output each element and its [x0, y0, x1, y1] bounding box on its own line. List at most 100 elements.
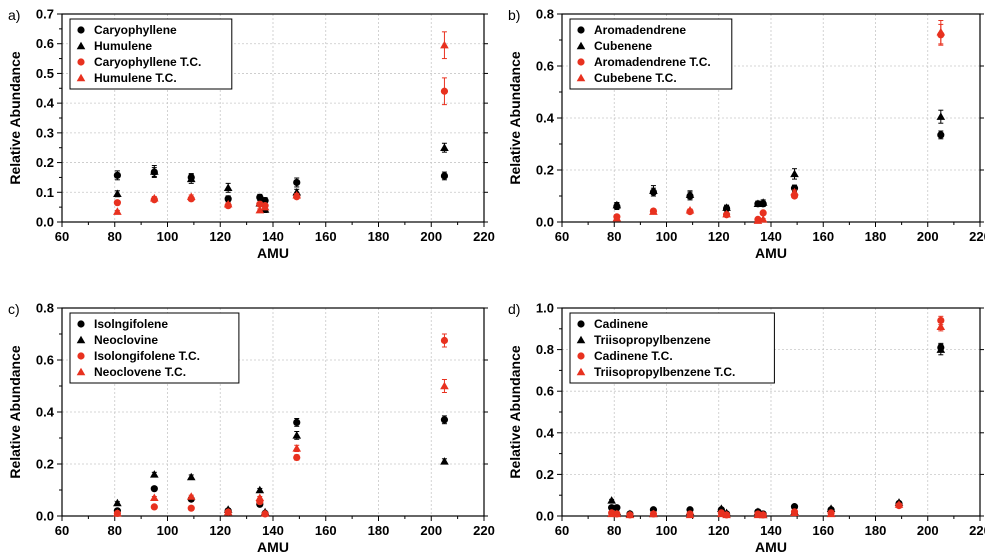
legend-label: Triisopropylbenzene T.C.	[594, 365, 735, 379]
x-tick-label: 200	[420, 229, 442, 244]
series-2	[113, 77, 449, 210]
x-tick-label: 120	[209, 229, 231, 244]
data-point	[790, 508, 799, 517]
x-tick-label: 180	[865, 229, 887, 244]
data-point	[440, 143, 449, 151]
legend-marker	[576, 41, 586, 50]
data-point	[113, 189, 122, 197]
data-point	[722, 203, 731, 211]
data-point	[790, 503, 799, 511]
x-tick-label: 140	[262, 523, 284, 538]
y-tick-label: 0.6	[536, 59, 554, 74]
x-tick-label: 200	[420, 523, 442, 538]
x-tick-label: 180	[368, 229, 390, 244]
data-point	[790, 169, 799, 178]
legend-marker	[77, 58, 85, 66]
data-point	[894, 500, 904, 508]
data-point	[440, 172, 449, 180]
data-point	[223, 507, 233, 516]
series-3	[113, 379, 449, 517]
legend: Aromadendrene Cubenene Aromadendrene T.C. C…	[569, 18, 733, 90]
x-tick-label: 120	[708, 229, 730, 244]
data-point	[612, 213, 622, 222]
x-tick-label: 160	[812, 229, 834, 244]
data-point	[255, 205, 265, 214]
legend-label: Triisopropylbenzene	[594, 333, 711, 347]
legend-label: Caryophyllene T.C.	[94, 55, 201, 69]
data-point	[440, 87, 449, 95]
y-tick-label: 0.0	[536, 509, 554, 524]
series-0	[113, 415, 449, 517]
chart-panel-c: 60 80 100 120 140 160 180 200 220 0.0 0.2 0.4 0.6 0.8…	[7, 301, 495, 556]
data-point	[649, 186, 658, 195]
data-point	[113, 207, 122, 215]
legend-label: Aromadendrene T.C.	[594, 55, 711, 69]
data-point	[936, 112, 946, 120]
y-tick-label: 0.0	[536, 215, 554, 230]
legend-marker	[576, 73, 586, 82]
y-tick-label: 0.4	[536, 425, 555, 440]
data-point	[260, 202, 270, 211]
y-tick-label: 0.8	[36, 301, 54, 316]
data-point	[293, 178, 301, 187]
x-tick-label: 80	[607, 229, 621, 244]
series-1	[113, 142, 449, 213]
x-tick-label: 80	[108, 229, 122, 244]
legend-label: Humulene	[94, 39, 152, 53]
series-0	[113, 167, 449, 205]
data-point	[607, 496, 616, 504]
legend: Caryophyllene Humulene Caryophyllene T.C. H…	[69, 18, 233, 90]
data-point	[758, 215, 768, 223]
data-point	[625, 510, 635, 519]
data-point	[685, 510, 695, 519]
y-tick-label: 0.4	[36, 405, 55, 420]
legend-label: Humulene T.C.	[94, 71, 177, 85]
legend-box	[569, 312, 775, 384]
series-3	[113, 31, 449, 215]
x-axis-label: AMU	[257, 245, 289, 261]
y-tick-label: 0.6	[536, 384, 554, 399]
y-tick-label: 0.0	[36, 509, 54, 524]
data-point	[186, 192, 196, 200]
y-tick-label: 0.2	[536, 467, 554, 482]
legend-label: Aromadendrene	[594, 23, 686, 37]
data-point	[722, 510, 731, 519]
data-point	[440, 381, 449, 390]
x-tick-label: 180	[368, 523, 390, 538]
legend-marker	[576, 335, 586, 344]
series-1	[612, 109, 946, 211]
panel-label: a)	[8, 7, 20, 23]
data-point	[790, 187, 799, 196]
x-tick-label: 60	[555, 523, 569, 538]
legend: Cadinene Triisopropylbenzene Cadinene T.C.…	[569, 312, 775, 384]
legend-box	[69, 18, 233, 90]
data-point	[113, 509, 122, 517]
data-point	[440, 40, 449, 49]
y-axis-label: Relative Abundance	[507, 345, 523, 479]
y-tick-label: 1.0	[536, 301, 554, 316]
panel-label: b)	[508, 7, 520, 23]
legend-marker	[76, 335, 86, 344]
data-point	[612, 200, 622, 209]
x-tick-label: 160	[315, 229, 337, 244]
legend-label: Isolongifolene T.C.	[94, 349, 200, 363]
x-tick-label: 60	[55, 523, 69, 538]
y-tick-label: 0.4	[536, 111, 555, 126]
legend-marker	[76, 367, 86, 376]
data-point	[936, 345, 946, 353]
x-tick-label: 220	[473, 523, 495, 538]
y-tick-label: 0.5	[36, 66, 54, 81]
legend-marker	[77, 320, 85, 328]
data-point	[936, 27, 946, 36]
x-tick-label: 160	[812, 523, 834, 538]
x-tick-label: 100	[157, 523, 179, 538]
legend-label: Cadinene	[594, 317, 648, 331]
y-tick-label: 0.7	[36, 7, 54, 22]
data-point	[936, 322, 946, 330]
x-tick-label: 140	[262, 229, 284, 244]
x-axis-label: AMU	[755, 245, 787, 261]
panel-label: d)	[508, 301, 520, 317]
data-point	[260, 509, 270, 517]
data-point	[186, 174, 196, 183]
legend-marker	[76, 73, 86, 82]
